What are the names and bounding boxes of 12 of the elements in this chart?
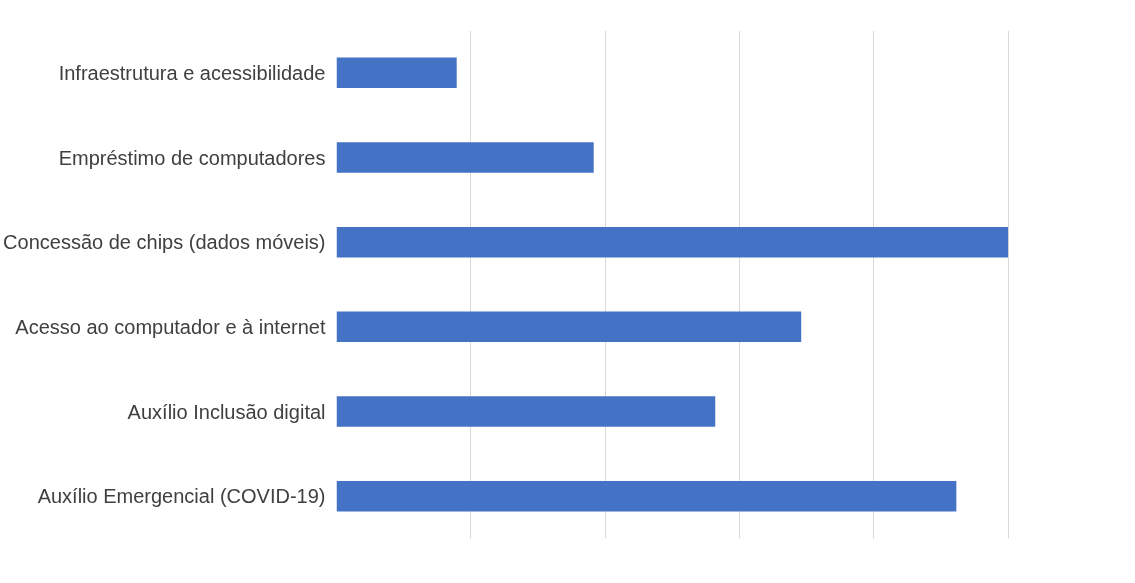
bar: [336, 142, 594, 173]
bar: [336, 311, 802, 343]
bar: [336, 226, 1009, 258]
y-tick-label: Infraestrutura e acessibilidade: [58, 61, 326, 84]
bar: [336, 480, 957, 512]
bar: [336, 396, 716, 427]
y-tick-label: Auxílio Emergencial (COVID-19): [37, 485, 326, 508]
y-tick-label: Concessão de chips (dados móveis): [3, 231, 326, 254]
y-tick-label: Empréstimo de computadores: [58, 146, 326, 169]
y-tick-label: Auxílio Inclusão digital: [127, 400, 326, 423]
bar: [336, 57, 457, 89]
y-tick-label: Acesso ao computador e à internet: [15, 315, 326, 338]
